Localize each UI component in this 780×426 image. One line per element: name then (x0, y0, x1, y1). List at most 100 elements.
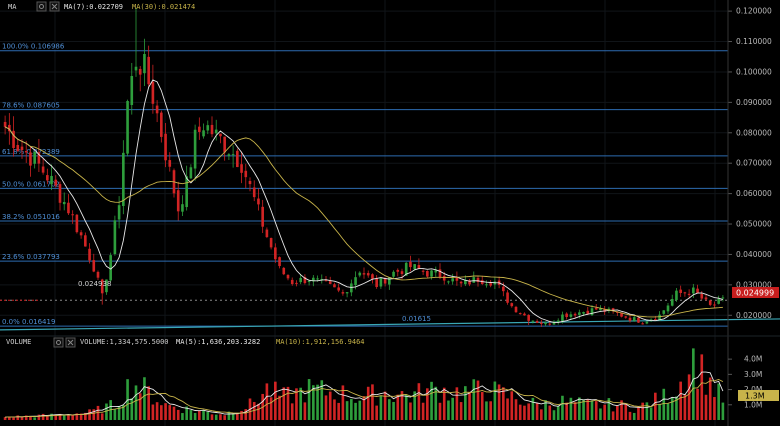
candle-body (295, 282, 298, 284)
candle-body (717, 298, 720, 304)
candle-body (645, 321, 649, 324)
candle-body (666, 305, 670, 312)
volume-bar (654, 392, 657, 420)
volume-bar (37, 414, 41, 420)
volume-bar (708, 377, 712, 420)
candle-body (341, 292, 345, 294)
candle-body (679, 289, 682, 293)
volume-bar (404, 394, 408, 420)
close-indicator-button[interactable] (49, 1, 60, 12)
current-volume-badge (738, 390, 779, 401)
candle-body (573, 313, 577, 316)
price-tick-label: 0.120000 (736, 7, 772, 16)
candle-body (434, 270, 438, 273)
volume-bar (510, 391, 514, 420)
volume-bar (341, 385, 345, 420)
volume-bar (20, 417, 24, 420)
candle-body (438, 269, 442, 278)
candle-body (594, 307, 598, 310)
candle-body (658, 314, 661, 321)
candle-body (24, 151, 28, 153)
volume-tick-label: 2.0M (744, 385, 762, 394)
volume-bar (468, 391, 471, 420)
volume-bar (632, 412, 636, 420)
candle-body (713, 304, 716, 306)
volume-bar (620, 400, 623, 420)
volume-bar (409, 402, 412, 420)
candle-body (417, 265, 421, 269)
candle-body (303, 277, 307, 284)
volume-bar (426, 388, 429, 420)
volume-close-icon (67, 339, 74, 346)
volume-readout: VOLUME:1,334,575.5000 (80, 338, 169, 346)
volume-bar (181, 413, 184, 420)
volume-bar (485, 401, 488, 420)
candle-body (464, 279, 467, 285)
candle-body (50, 175, 53, 185)
volume-bar (312, 385, 315, 420)
volume-bar (290, 403, 294, 420)
candle-body (540, 322, 543, 324)
volume-bar (413, 391, 416, 420)
volume-bar (704, 394, 708, 420)
candle-body (700, 293, 704, 299)
grid (0, 0, 728, 426)
volume-bar (502, 387, 505, 420)
volume-bar (278, 395, 281, 420)
ma30-readout: MA(30):0.021474 (132, 3, 195, 11)
volume-bar (151, 404, 155, 420)
volume-bar (328, 391, 332, 420)
volume-bar (210, 414, 214, 420)
candle-body (383, 277, 387, 284)
volume-bar (641, 402, 644, 420)
candle-body (451, 278, 454, 282)
current-price-label: 0.024999 (736, 289, 774, 298)
volume-bar (434, 386, 438, 420)
settings-button[interactable] (36, 1, 47, 12)
ma7-readout: MA(7):0.022709 (64, 3, 123, 11)
volume-bar (303, 402, 307, 420)
candle-body (599, 308, 602, 311)
volume-bar (172, 406, 176, 420)
volume-bar (307, 379, 311, 420)
candle-body (641, 323, 644, 325)
candle-body (654, 319, 657, 321)
volume-bar (527, 403, 530, 420)
volume-settings-button[interactable] (53, 337, 64, 348)
candle-body (88, 248, 91, 261)
candle-body (96, 271, 100, 278)
volume-bar (50, 413, 53, 420)
volume-ma10-readout: MA(10):1,912,156.9464 (276, 338, 365, 346)
candle-body (320, 278, 324, 280)
ma7-line (4, 79, 724, 323)
candle-body (210, 124, 214, 135)
candle-body (62, 202, 66, 205)
ma30-line (4, 126, 723, 318)
candle-body (113, 220, 117, 254)
volume-bar (544, 400, 547, 420)
volume-bar (658, 403, 661, 420)
volume-bar (113, 409, 117, 420)
candle-body (160, 112, 163, 137)
volume-bar (316, 384, 319, 420)
candle-body (231, 154, 235, 156)
volume-bar (696, 388, 699, 420)
volume-bar (117, 406, 121, 420)
candle-body (366, 273, 370, 276)
price-panel-title: MA (8, 3, 17, 11)
volume-bar (451, 397, 454, 420)
candle-body (670, 298, 674, 306)
candle-body (502, 286, 505, 292)
candle-body (122, 152, 125, 206)
volume-bar (92, 409, 96, 420)
volume-bar (320, 380, 324, 420)
volume-bar (143, 377, 146, 420)
volume-settings-icon (53, 337, 64, 348)
volume-bar (662, 388, 666, 420)
volume-bar (447, 400, 450, 420)
candle-body (476, 277, 480, 282)
volume-close-button[interactable] (65, 337, 76, 348)
volume-bar (223, 415, 226, 420)
